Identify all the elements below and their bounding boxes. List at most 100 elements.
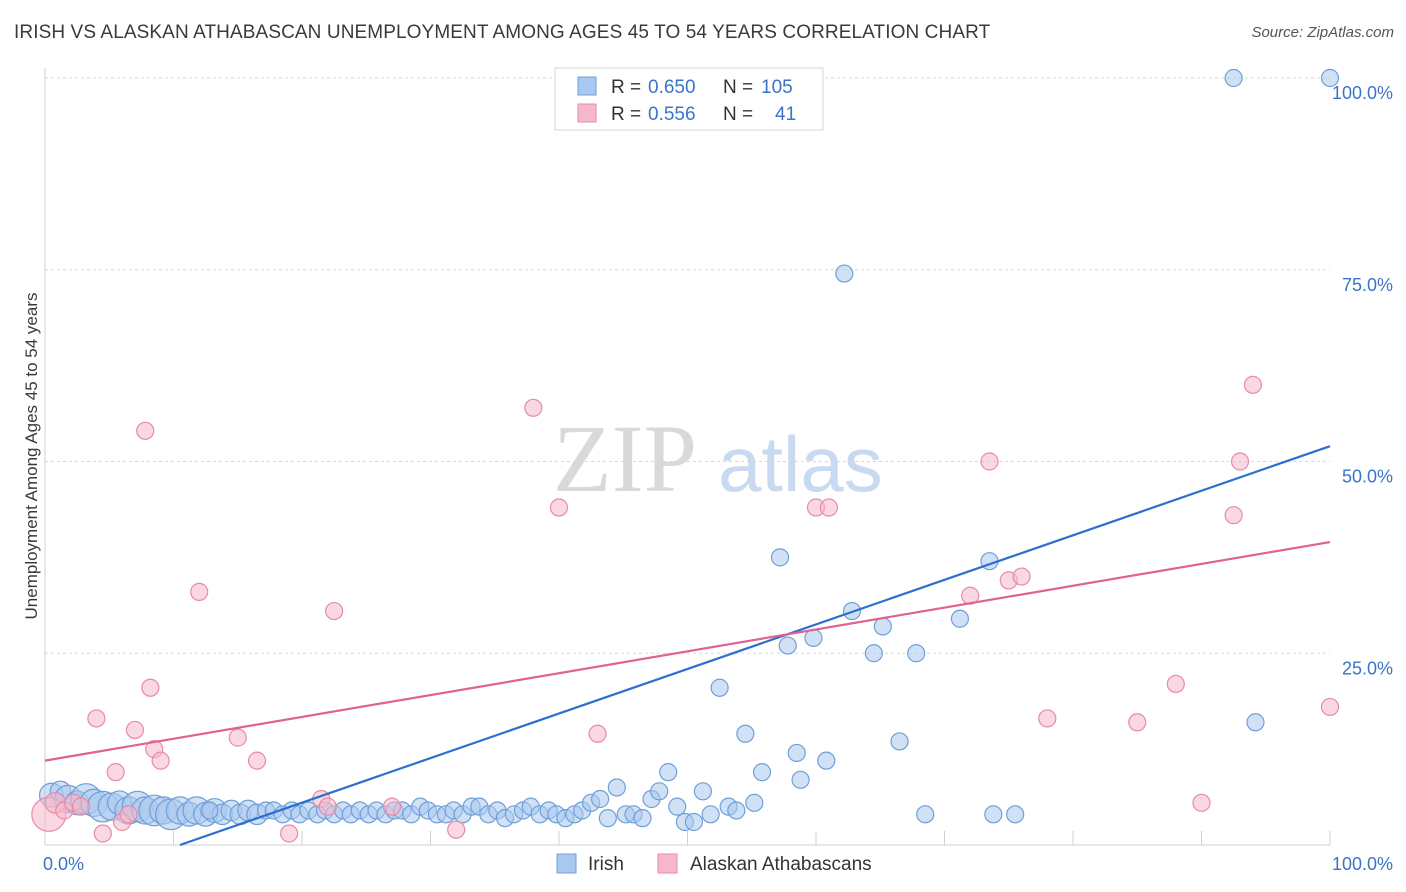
alaskan-point [1230,452,1250,471]
trend-lines [44,445,1331,847]
alaskan-point [280,824,299,843]
alaskan-point [190,582,209,601]
irish-point [633,809,652,828]
irish-points [38,68,1340,832]
legend-r-label-alaskan: R = [611,104,641,125]
watermark-atlas: atlas [718,420,883,508]
irish-point [598,809,617,828]
irish-point [950,609,970,628]
y-axis-label: Unemployment Among Ages 45 to 54 years [22,293,41,620]
irish-point [907,644,926,663]
irish-point [1246,713,1265,732]
series-legend: Irish Alaskan Athabascans [556,853,872,875]
irish-trend-line [179,445,1331,847]
irish-point [1006,805,1025,824]
legend-n-label-irish: N = [723,77,753,98]
alaskan-point [93,824,112,843]
irish-point [668,797,687,816]
legend-r-value-alaskan: 0.556 [648,104,696,125]
alaskan-point [549,498,569,517]
alaskan-point [1166,674,1185,694]
irish-point [701,805,720,824]
irish-point [736,724,755,743]
legend-bottom-swatch-alaskan [657,853,678,874]
irish-point [984,805,1003,824]
alaskan-point [151,751,170,770]
watermark-zip: ZIP [553,405,697,512]
chart-title: IRISH VS ALASKAN ATHABASCAN UNEMPLOYMENT… [14,22,991,43]
legend-n-value-irish: 105 [761,77,793,98]
alaskan-point [1012,567,1031,586]
irish-point [916,805,935,824]
irish-point [770,548,790,567]
irish-point [200,801,219,820]
irish-point [745,793,764,812]
irish-point [607,778,626,797]
alaskan-point [87,709,106,728]
alaskan-point [1224,506,1243,525]
legend-swatch-irish [577,76,597,96]
x-tick-label: 100.0% [1332,854,1393,874]
alaskan-point [71,797,91,816]
irish-point [650,782,669,801]
irish-point [693,782,713,801]
y-tick-label: 50.0% [1342,467,1393,487]
irish-point [1224,68,1243,88]
legend-n-value-alaskan: 41 [775,104,796,125]
legend-swatch-alaskan [577,103,597,123]
irish-point [873,617,892,636]
legend-bottom-swatch-irish [556,853,577,874]
irish-point [890,732,909,751]
alaskan-point [125,720,145,740]
alaskan-point [141,678,160,697]
irish-point [727,801,746,820]
y-tick-label: 25.0% [1342,658,1393,678]
legend-r-label-irish: R = [611,77,641,98]
legend-bottom-label-alaskan: Alaskan Athabascans [690,854,872,875]
alaskan-point [247,751,267,770]
alaskan-point [382,797,402,816]
irish-point [1320,68,1340,88]
alaskan-point [106,763,125,782]
irish-point [591,789,610,809]
alaskan-point [1243,375,1263,394]
alaskan-point [980,452,999,471]
x-tick-label: 0.0% [43,854,84,874]
irish-point [710,678,729,697]
alaskan-trend-line [44,540,1331,762]
alaskan-point [1192,793,1211,812]
legend-r-value-irish: 0.650 [648,77,696,98]
irish-point [835,264,854,283]
irish-point [684,812,704,832]
watermark: ZIP atlas [553,405,883,512]
axes [44,68,1330,846]
alaskan-point [325,601,344,621]
legend-n-label-alaskan: N = [723,104,753,125]
alaskan-point [1320,697,1340,717]
alaskan-point [819,498,838,517]
alaskan-point [524,398,543,417]
tick-labels: 25.0% 50.0% 75.0% 100.0% 0.0% 100.0% [43,83,1393,874]
alaskan-point [119,805,138,824]
y-tick-label: 75.0% [1342,275,1393,295]
alaskan-point [447,820,466,839]
alaskan-point [1128,713,1147,732]
y-tick-label: 100.0% [1332,83,1393,103]
correlation-legend: R = 0.650 N = 105 R = 0.556 N = 41 [554,67,824,131]
alaskan-point [318,797,337,816]
legend-bottom-label-irish: Irish [588,854,624,875]
irish-point [864,644,883,663]
irish-point [659,763,678,782]
source-credit: Source: ZipAtlas.com [1251,24,1394,41]
irish-point [778,636,797,655]
alaskan-point [1038,709,1057,728]
alaskan-point [588,724,607,743]
irish-point [791,770,810,789]
alaskan-points [31,375,1340,843]
alaskan-point [228,728,247,747]
irish-point [787,743,806,763]
irish-point [752,763,772,782]
irish-point [817,751,836,770]
alaskan-point [136,421,155,440]
